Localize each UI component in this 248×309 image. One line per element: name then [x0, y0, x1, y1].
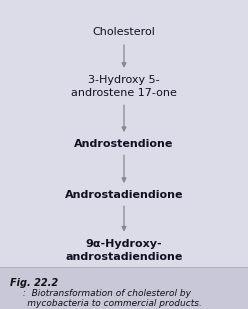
Text: 9α-Hydroxy-
androstadiendione: 9α-Hydroxy- androstadiendione — [65, 239, 183, 262]
Text: 3-Hydroxy 5-
androstene 17-one: 3-Hydroxy 5- androstene 17-one — [71, 75, 177, 98]
Text: Androstadiendione: Androstadiendione — [65, 190, 183, 200]
Bar — [0, 267, 248, 309]
Text: Androstendione: Androstendione — [74, 139, 174, 149]
Text: Cholesterol: Cholesterol — [93, 28, 155, 37]
Text: Fig. 22.2: Fig. 22.2 — [10, 278, 58, 288]
Text: :  Biotransformation of cholesterol by
      mycobacteria to commercial products: : Biotransformation of cholesterol by my… — [10, 289, 202, 308]
